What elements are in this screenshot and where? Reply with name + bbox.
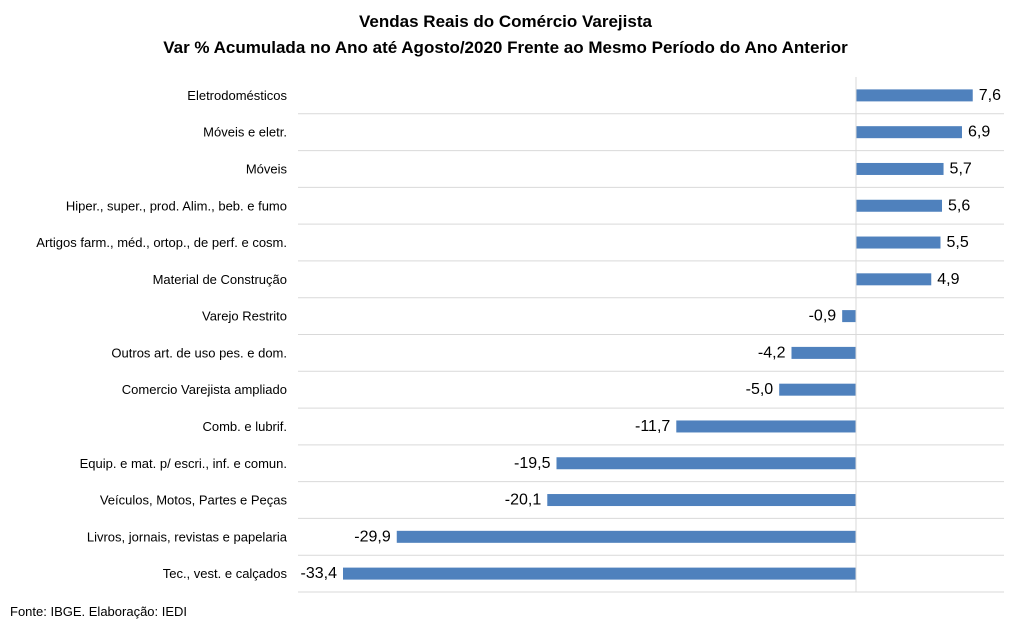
bar — [396, 530, 856, 543]
value-label: -33,4 — [301, 565, 338, 582]
category-label: Veículos, Motos, Partes e Peças — [100, 493, 288, 508]
value-label: -5,0 — [746, 381, 774, 398]
category-label: Móveis e eletr. — [203, 125, 287, 140]
bar — [547, 494, 856, 507]
chart-subtitle: Var % Acumulada no Ano até Agosto/2020 F… — [163, 38, 848, 57]
value-label: -20,1 — [505, 492, 542, 509]
category-label: Varejo Restrito — [202, 309, 287, 324]
value-labels-group: 7,6 6,9 5,7 5,6 5,5 4,9 -0,9 -4,2 -5,0 -11,7 -19,5… — [301, 87, 1002, 582]
value-label: -0,9 — [809, 308, 837, 325]
category-label: Eletrodomésticos — [187, 88, 287, 103]
bar — [856, 89, 973, 102]
category-label: Tec., vest. e calçados — [163, 566, 288, 581]
bar — [791, 346, 856, 359]
category-label: Comb. e lubrif. — [202, 419, 287, 434]
bar — [856, 126, 962, 139]
category-label: Outros art. de uso pes. e dom. — [111, 345, 287, 360]
bar — [856, 273, 932, 286]
category-label: Comercio Varejista ampliado — [122, 382, 287, 397]
value-label: 7,6 — [979, 87, 1001, 104]
value-label: -29,9 — [354, 528, 391, 545]
bar — [842, 310, 856, 323]
value-label: 4,9 — [937, 271, 959, 288]
bar — [556, 457, 856, 470]
bar — [343, 567, 856, 580]
value-label: 5,5 — [946, 234, 968, 251]
category-label: Livros, jornais, revistas e papelaria — [87, 529, 288, 544]
bar — [856, 236, 941, 249]
bar — [676, 420, 856, 433]
category-label: Artigos farm., méd., ortop., de perf. e … — [36, 235, 287, 250]
value-label: -4,2 — [758, 344, 786, 361]
bar — [856, 199, 943, 212]
category-label: Hiper., super., prod. Alim., beb. e fumo — [66, 198, 287, 213]
source-note: Fonte: IBGE. Elaboração: IEDI — [10, 604, 188, 619]
value-label: -11,7 — [635, 418, 670, 435]
row-separators — [298, 113, 1004, 593]
category-labels-group: Eletrodomésticos Móveis e eletr. Móveis Hip… — [36, 88, 287, 581]
chart-title: Vendas Reais do Comércio Varejista — [359, 12, 652, 31]
bar — [856, 162, 944, 175]
bar — [779, 383, 856, 396]
value-label: 5,7 — [950, 160, 972, 177]
category-label: Material de Construção — [153, 272, 287, 287]
value-label: -19,5 — [514, 455, 551, 472]
category-label: Equip. e mat. p/ escri., inf. e comun. — [80, 456, 287, 471]
category-label: Móveis — [246, 161, 288, 176]
value-label: 5,6 — [948, 197, 970, 214]
value-label: 6,9 — [968, 124, 990, 141]
bars-group — [343, 89, 973, 580]
